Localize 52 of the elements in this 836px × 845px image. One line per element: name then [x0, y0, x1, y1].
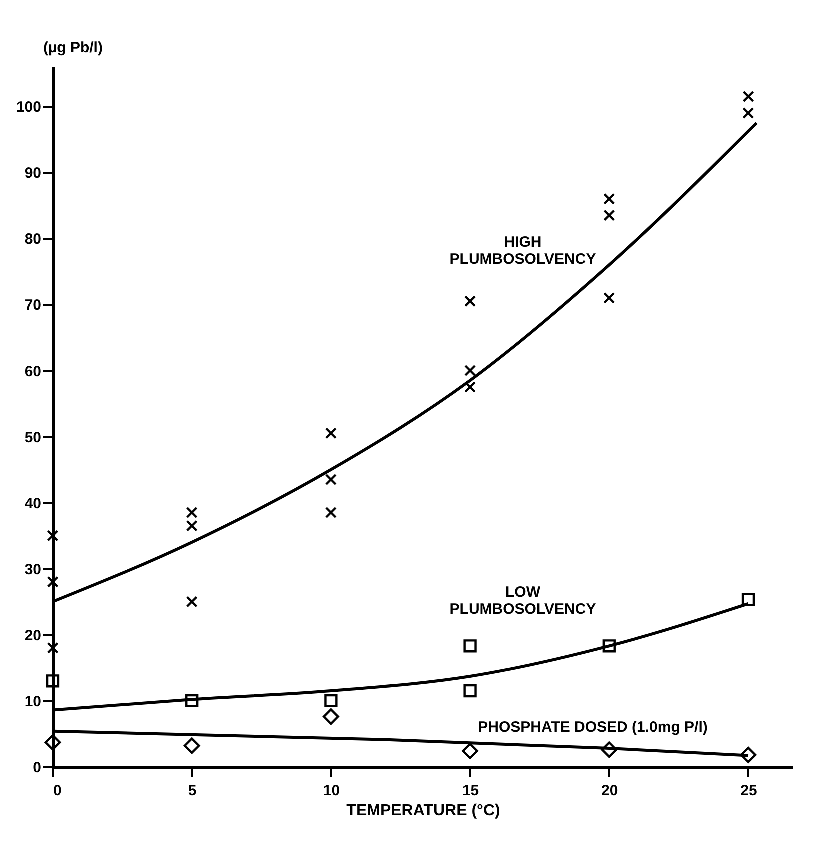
point	[184, 738, 200, 754]
x-tick-label: 20	[602, 782, 618, 800]
point	[742, 107, 754, 120]
point	[464, 381, 476, 394]
y-tick-label: 60	[24, 363, 42, 380]
y-tick-label: 0	[33, 760, 42, 776]
point	[462, 742, 478, 760]
point	[186, 506, 198, 519]
point	[604, 210, 616, 222]
annotation: PHOSPHATE DOSED (1.0mg P/l)	[478, 719, 708, 736]
point	[46, 674, 60, 688]
point	[324, 694, 338, 708]
y-tick-label: 80	[24, 231, 42, 248]
annotation: HIGH PLUMBOSOLVENCY	[450, 234, 596, 268]
x-tick-label: 5	[188, 782, 197, 800]
point	[464, 640, 477, 653]
x-tick-label: 0	[54, 782, 62, 800]
point	[186, 596, 198, 608]
point	[325, 506, 338, 519]
point	[742, 90, 754, 103]
point	[464, 296, 476, 308]
point	[604, 193, 616, 205]
point	[44, 734, 62, 751]
x-tick-label: 25	[740, 782, 758, 800]
y-tick-label: 50	[24, 429, 42, 446]
point	[740, 746, 757, 764]
y-axis-title: (µg Pb/l)	[44, 40, 103, 56]
point	[323, 708, 340, 725]
annotation: LOW PLUMBOSOLVENCY	[450, 584, 596, 618]
point	[47, 530, 59, 542]
point	[47, 642, 59, 654]
point	[325, 474, 338, 486]
y-tick-label: 10	[24, 693, 42, 710]
point	[464, 364, 476, 377]
y-tick-label: 70	[24, 297, 42, 314]
point	[186, 520, 198, 532]
y-tick-label: 30	[24, 561, 42, 578]
x-tick-label: 10	[323, 782, 340, 800]
y-tick-label: 100	[16, 99, 42, 116]
point	[325, 428, 338, 440]
point	[602, 640, 616, 653]
point	[464, 684, 477, 698]
point	[742, 593, 756, 606]
y-tick-label: 40	[24, 495, 42, 512]
point	[47, 576, 59, 588]
y-tick-label: 20	[24, 627, 42, 644]
x-axis-title: TEMPERATURE (°C)	[346, 802, 500, 820]
y-tick-label: 90	[24, 165, 42, 182]
point	[186, 694, 199, 708]
point	[601, 742, 618, 758]
point	[604, 292, 616, 304]
x-tick-label: 15	[462, 782, 480, 800]
